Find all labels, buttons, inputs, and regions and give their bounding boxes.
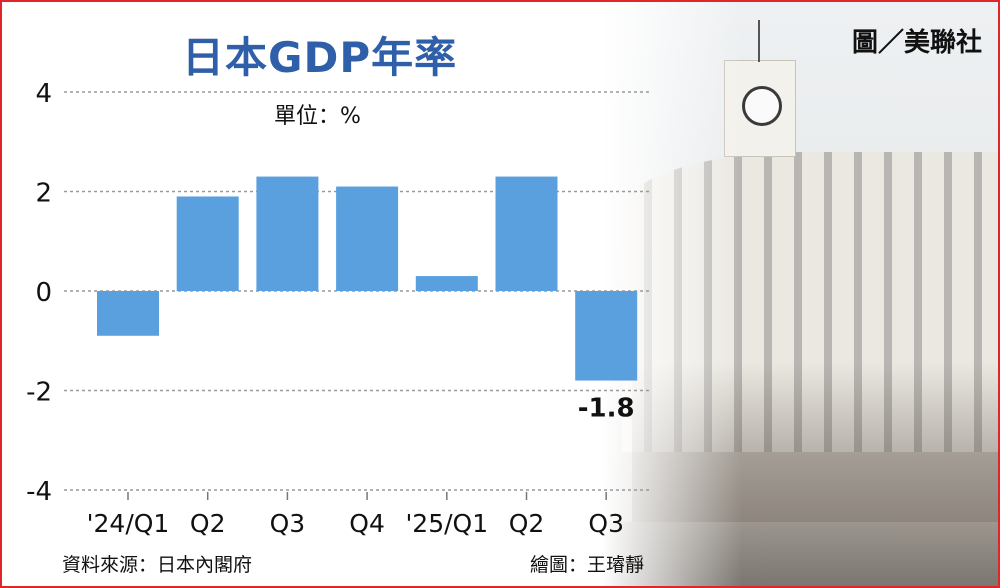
bar (336, 186, 399, 291)
artist-label: 繪圖：王璿靜 (530, 554, 645, 576)
chart-title: 日本GDP年率 (182, 33, 458, 82)
clock-icon (742, 86, 782, 126)
x-tick-label: Q3 (588, 509, 624, 538)
y-tick-label: -4 (26, 477, 52, 507)
bar (415, 276, 478, 291)
bar (495, 176, 558, 291)
ginza-street-photo (602, 2, 998, 586)
bar (176, 196, 239, 291)
data-label: -1.8 (578, 394, 635, 424)
x-tick-label: Q2 (190, 509, 226, 538)
x-tick-label: Q3 (270, 509, 306, 538)
bar (97, 291, 159, 336)
y-tick-label: 4 (35, 79, 52, 109)
source-label: 資料來源：日本內閣府 (62, 554, 253, 576)
x-tick-label: Q4 (349, 509, 385, 538)
x-tick-label: '25/Q1 (405, 509, 488, 538)
y-tick-label: 2 (35, 179, 52, 209)
unit-label: 單位：% (274, 104, 361, 129)
photo-credit: 圖／美聯社 (851, 28, 982, 58)
x-tick-label: '24/Q1 (87, 509, 170, 538)
x-tick-label: Q2 (509, 509, 545, 538)
bar (575, 291, 638, 381)
tower-spire (758, 20, 760, 62)
bar (256, 176, 319, 291)
y-tick-label: 0 (35, 278, 52, 308)
y-tick-label: -2 (26, 378, 52, 408)
